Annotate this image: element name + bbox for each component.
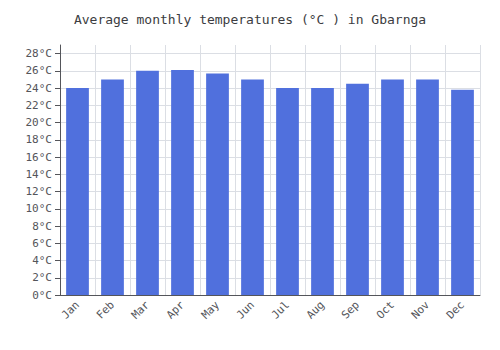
- svg-text:28°C: 28°C: [26, 47, 53, 60]
- svg-text:10°C: 10°C: [26, 202, 53, 215]
- svg-text:Jul: Jul: [269, 298, 292, 321]
- svg-text:14°C: 14°C: [26, 168, 53, 181]
- svg-text:6°C: 6°C: [32, 237, 52, 250]
- svg-text:May: May: [199, 298, 222, 321]
- svg-text:Dec: Dec: [444, 298, 467, 321]
- svg-text:20°C: 20°C: [26, 116, 53, 129]
- svg-text:4°C: 4°C: [32, 254, 52, 267]
- svg-text:Jun: Jun: [234, 298, 257, 321]
- svg-text:Oct: Oct: [374, 298, 397, 321]
- svg-text:Average monthly temperatures (: Average monthly temperatures (°C ) in Gb…: [74, 12, 426, 27]
- svg-text:24°C: 24°C: [26, 82, 53, 95]
- svg-text:Aug: Aug: [304, 298, 327, 321]
- svg-text:0°C: 0°C: [32, 289, 52, 302]
- svg-text:Mar: Mar: [129, 298, 152, 321]
- svg-text:Jan: Jan: [59, 298, 82, 321]
- svg-text:8°C: 8°C: [32, 220, 52, 233]
- svg-text:Apr: Apr: [164, 298, 187, 321]
- svg-text:18°C: 18°C: [26, 133, 53, 146]
- svg-text:16°C: 16°C: [26, 151, 53, 164]
- svg-text:Nov: Nov: [409, 298, 432, 321]
- svg-text:26°C: 26°C: [26, 64, 53, 77]
- svg-text:Feb: Feb: [94, 298, 117, 321]
- svg-text:12°C: 12°C: [26, 185, 53, 198]
- svg-text:Sep: Sep: [339, 298, 362, 321]
- svg-text:22°C: 22°C: [26, 99, 53, 112]
- svg-text:2°C: 2°C: [32, 271, 52, 284]
